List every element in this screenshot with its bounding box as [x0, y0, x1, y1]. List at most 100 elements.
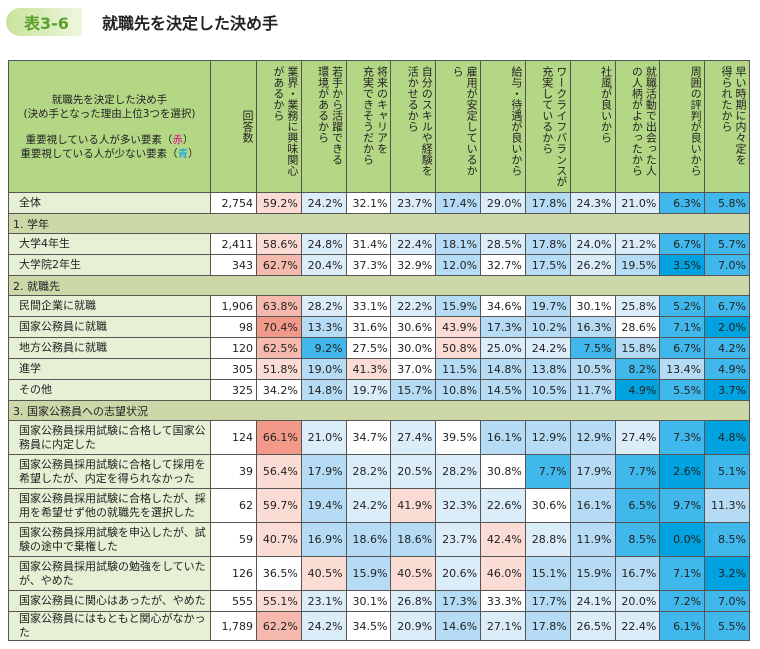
percent-cell: 6.7% [659, 337, 706, 359]
percent-cell: 58.6% [256, 233, 302, 255]
percent-cell: 29.0% [480, 192, 526, 214]
percent-cell: 16.9% [300, 522, 347, 557]
percent-cell: 63.8% [256, 295, 302, 317]
percent-cell: 17.5% [524, 254, 571, 276]
respondent-count: 1,906 [210, 295, 257, 317]
row-label: 国家公務員採用試験に合格したが、採用を希望せず他の就職先を選択した [8, 488, 211, 523]
percent-cell: 9.7% [659, 488, 706, 523]
percent-cell: 37.0% [390, 358, 437, 380]
percent-cell: 4.8% [704, 420, 750, 455]
percent-cell: 59.2% [256, 192, 302, 214]
legend-blue-key: 青 [177, 147, 189, 160]
percent-cell: 24.2% [345, 488, 392, 523]
percent-cell: 25.8% [614, 295, 661, 317]
row-label: 国家公務員採用試験に合格して採用を希望したが、内定を得られなかった [8, 454, 211, 489]
percent-cell: 8.5% [704, 522, 750, 557]
percent-cell: 22.4% [390, 233, 437, 255]
percent-cell: 10.8% [435, 379, 482, 401]
row-label: 国家公務員採用試験に合格して国家公務員に内定した [8, 420, 211, 455]
percent-cell: 27.4% [614, 420, 661, 455]
percent-cell: 11.5% [435, 358, 482, 380]
percent-cell: 17.8% [524, 611, 571, 641]
percent-cell: 16.7% [614, 556, 661, 591]
row-label: 大学院2年生 [8, 254, 211, 276]
percent-cell: 13.4% [659, 358, 706, 380]
percent-cell: 11.7% [569, 379, 616, 401]
percent-cell: 19.5% [614, 254, 661, 276]
percent-cell: 7.5% [569, 337, 616, 359]
percent-cell: 23.7% [390, 192, 437, 214]
percent-cell: 50.8% [435, 337, 482, 359]
section-header-row: 2. 就職先 [8, 275, 750, 296]
percent-cell: 28.6% [614, 316, 661, 338]
table-row: 大学4年生 2,411 58.6% 24.8% 31.4% 22.4% 18.1% 28.5%… [8, 233, 750, 255]
percent-cell: 40.5% [300, 556, 347, 591]
column-header: 給与・待遇が良いから [480, 60, 526, 193]
column-header: ワークライフバランスが 充実しているから [524, 60, 571, 193]
percent-cell: 24.1% [569, 590, 616, 612]
section-title: 1. 学年 [8, 213, 750, 234]
table-row: 国家公務員に就職 98 70.4% 13.3% 31.6% 30.6% 43.9% 17.3%… [8, 316, 750, 338]
percent-cell: 39.5% [435, 420, 482, 455]
percent-cell: 33.3% [480, 590, 526, 612]
percent-cell: 32.7% [480, 254, 526, 276]
header-row: 就職先を決定した決め手 (決め手となった理由上位3つを選択) 重要視している人が… [8, 60, 750, 193]
respondent-count: 98 [210, 316, 257, 338]
section-header-row: 3. 国家公務員への志望状況 [8, 400, 750, 421]
percent-cell: 32.3% [435, 488, 482, 523]
table-row: 民間企業に就職 1,906 63.8% 28.2% 33.1% 22.2% 15.9% 34.… [8, 295, 750, 317]
percent-cell: 30.6% [524, 488, 571, 523]
percent-cell: 18.1% [435, 233, 482, 255]
respondent-count: 1,789 [210, 611, 257, 641]
percent-cell: 12.0% [435, 254, 482, 276]
title-bar: 表3-6 就職先を決定した決め手 [6, 8, 278, 36]
percent-cell: 46.0% [480, 556, 526, 591]
respondent-count: 2,411 [210, 233, 257, 255]
percent-cell: 43.9% [435, 316, 482, 338]
percent-cell: 41.9% [390, 488, 437, 523]
percent-cell: 7.3% [659, 420, 706, 455]
percent-cell: 10.2% [524, 316, 571, 338]
percent-cell: 7.1% [659, 316, 706, 338]
percent-cell: 3.2% [704, 556, 750, 591]
percent-cell: 62.2% [256, 611, 302, 641]
corner-line2: (決め手となった理由上位3つを選択) [23, 107, 196, 120]
percent-cell: 30.1% [569, 295, 616, 317]
respondent-count: 126 [210, 556, 257, 591]
percent-cell: 19.7% [524, 295, 571, 317]
percent-cell: 19.0% [300, 358, 347, 380]
percent-cell: 9.2% [300, 337, 347, 359]
percent-cell: 31.4% [345, 233, 392, 255]
percent-cell: 28.8% [524, 522, 571, 557]
percent-cell: 21.0% [614, 192, 661, 214]
percent-cell: 3.7% [704, 379, 750, 401]
percent-cell: 7.0% [704, 254, 750, 276]
percent-cell: 15.9% [345, 556, 392, 591]
table-body: 全体 2,754 59.2% 24.2% 32.1% 23.7% 17.4% 29.0% 17.… [8, 192, 750, 641]
column-header: 回答数 [210, 60, 257, 193]
percent-cell: 17.9% [300, 454, 347, 489]
percent-cell: 62.5% [256, 337, 302, 359]
row-label: 地方公務員に就職 [8, 337, 211, 359]
row-label: 国家公務員採用試験の勉強をしていたが、やめた [8, 556, 211, 591]
row-label: 国家公務員に関心はあったが、やめた [8, 590, 211, 612]
legend-blue: 重要視している人が少ない要素（青） [12, 147, 207, 161]
section-header-row: 1. 学年 [8, 213, 750, 234]
percent-cell: 26.8% [390, 590, 437, 612]
percent-cell: 4.9% [704, 358, 750, 380]
percent-cell: 2.6% [659, 454, 706, 489]
table-row: 国家公務員採用試験に合格して国家公務員に内定した 124 66.1% 21.0% 34.… [8, 420, 750, 455]
percent-cell: 5.8% [704, 192, 750, 214]
column-header: 若手から活躍できる 環境があるから [300, 60, 347, 193]
table-row: 地方公務員に就職 120 62.5% 9.2% 27.5% 30.0% 50.8% 25.0%… [8, 337, 750, 359]
percent-cell: 20.4% [300, 254, 347, 276]
percent-cell: 70.4% [256, 316, 302, 338]
percent-cell: 28.5% [480, 233, 526, 255]
percent-cell: 19.4% [300, 488, 347, 523]
row-label: 大学4年生 [8, 233, 211, 255]
percent-cell: 5.2% [659, 295, 706, 317]
respondent-count: 120 [210, 337, 257, 359]
percent-cell: 26.5% [569, 611, 616, 641]
